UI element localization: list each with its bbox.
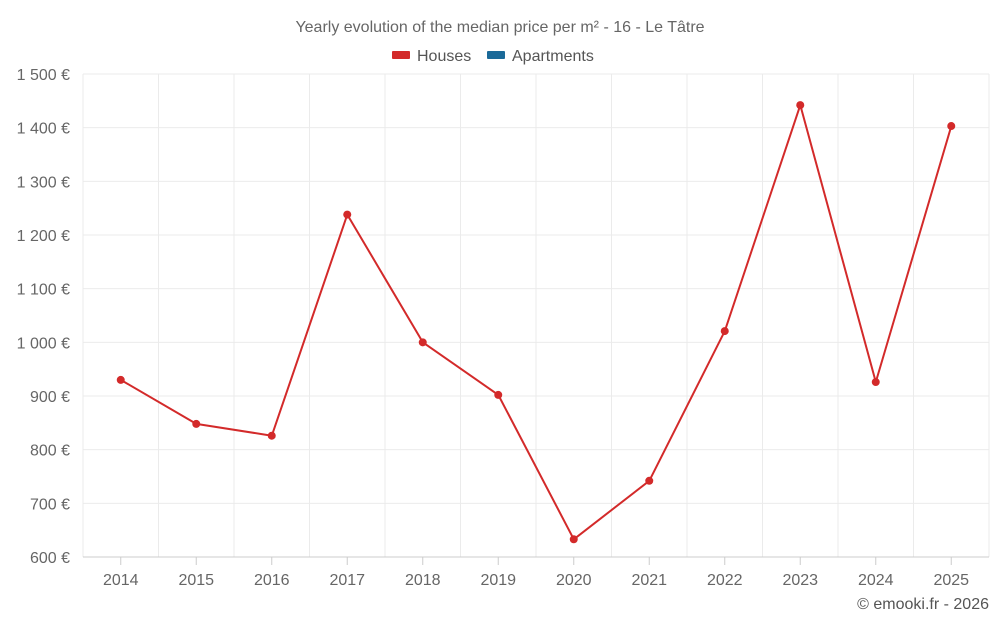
data-point-houses-2024[interactable] (871, 378, 880, 387)
legend-item-apartments[interactable]: Apartments (487, 48, 594, 65)
x-tick-label: 2025 (933, 572, 969, 589)
x-tick-label: 2019 (480, 572, 516, 589)
data-point-houses-2014[interactable] (116, 375, 125, 384)
legend-item-houses[interactable]: Houses (392, 48, 471, 65)
legend-swatch-apartments (487, 51, 505, 59)
x-axis: 2014 2015 2016 2017 2018 2019 2020 2021 2022 2023… (83, 556, 989, 589)
series-line-houses (120, 104, 953, 541)
y-axis: 600 € 700 € 800 € 900 € 1 000 € 1 100 € 1 200 … (17, 67, 70, 567)
y-tick-label: 900 € (30, 389, 70, 406)
x-tick-label: 2014 (103, 572, 139, 589)
legend-label-apartments: Apartments (512, 48, 594, 65)
x-tick-label: 2017 (329, 572, 365, 589)
y-tick-label: 1 100 € (17, 282, 70, 299)
series-layer (116, 101, 956, 544)
y-tick-label: 600 € (30, 550, 70, 567)
data-point-houses-2023[interactable] (796, 101, 805, 110)
grid (82, 73, 990, 557)
y-tick-label: 1 200 € (17, 228, 70, 245)
x-tick-label: 2024 (858, 572, 894, 589)
legend-swatch-houses (392, 51, 410, 59)
data-point-houses-2021[interactable] (645, 476, 654, 485)
x-tick-label: 2018 (405, 572, 441, 589)
y-tick-label: 1 400 € (17, 121, 70, 138)
data-point-houses-2016[interactable] (267, 431, 276, 440)
x-tick-label: 2023 (782, 572, 818, 589)
data-point-houses-2018[interactable] (418, 338, 427, 347)
y-tick-label: 1 500 € (17, 67, 70, 84)
x-tick-label: 2021 (631, 572, 667, 589)
chart-title: Yearly evolution of the median price per… (295, 19, 704, 36)
data-point-houses-2022[interactable] (720, 327, 729, 336)
data-point-houses-2019[interactable] (494, 390, 503, 399)
x-tick-label: 2015 (178, 572, 214, 589)
data-point-houses-2015[interactable] (192, 419, 201, 428)
legend-label-houses: Houses (417, 48, 471, 65)
y-tick-label: 1 000 € (17, 335, 70, 352)
data-point-houses-2025[interactable] (947, 122, 956, 131)
x-tick-label: 2016 (254, 572, 290, 589)
y-tick-label: 800 € (30, 443, 70, 460)
y-tick-label: 700 € (30, 496, 70, 513)
y-tick-label: 1 300 € (17, 174, 70, 191)
legend: Houses Apartments (392, 48, 594, 65)
data-point-houses-2017[interactable] (343, 210, 352, 219)
x-tick-label: 2022 (707, 572, 743, 589)
footer-credit: © emooki.fr - 2026 (857, 596, 989, 613)
data-point-houses-2020[interactable] (569, 535, 578, 544)
x-tick-label: 2020 (556, 572, 592, 589)
